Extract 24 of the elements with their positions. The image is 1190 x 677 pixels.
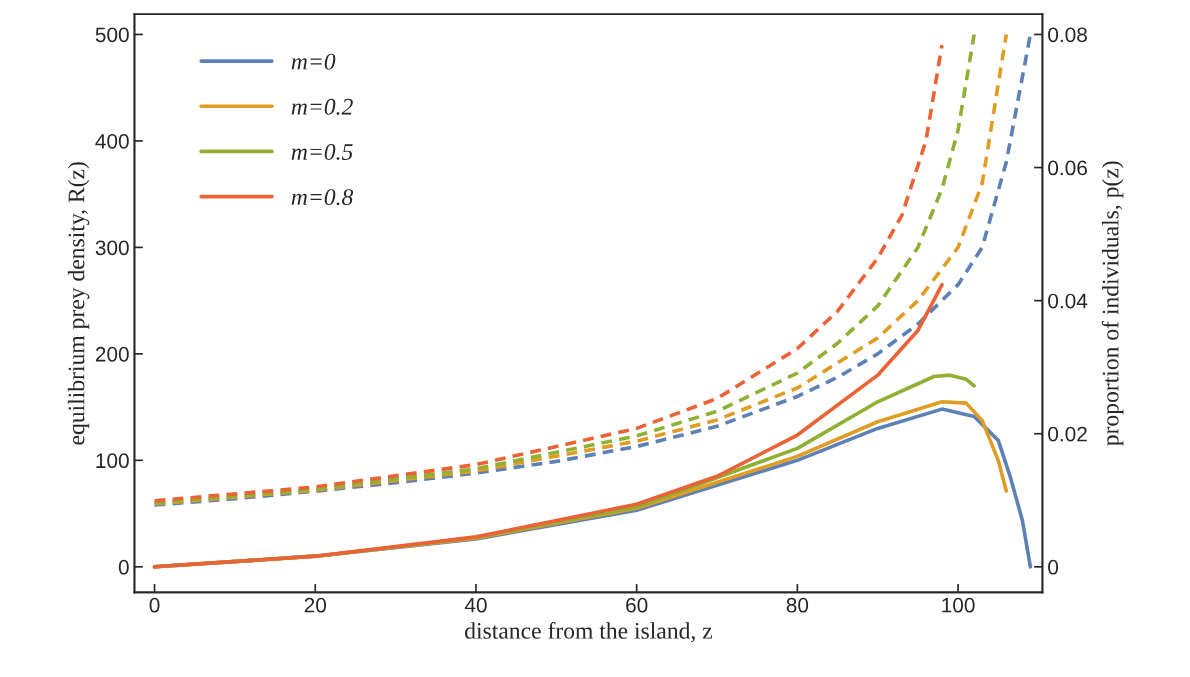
legend-label: m=0.5 [291, 143, 353, 161]
y2-tick-label: 0.08 [1048, 27, 1087, 43]
legend-label: m=0.2 [291, 98, 353, 115]
x-tick-label: 80 [786, 597, 809, 613]
y2-axis-title: proportion of individuals, p(z) [1101, 161, 1124, 446]
y-tick-label: 300 [95, 240, 129, 256]
x-tick-label: 60 [626, 597, 648, 613]
x-tick-label: 0 [149, 597, 160, 613]
x-tick-label: 40 [464, 597, 487, 613]
y2-tick-label: 0 [1048, 559, 1059, 575]
y2-tick-label: 0.02 [1048, 426, 1087, 442]
legend-label: m=0.8 [291, 189, 354, 206]
y-axis-title: equilibrium prey density, R(z) [67, 162, 90, 445]
y-tick-label: 400 [95, 133, 129, 149]
y-tick-label: 500 [95, 27, 129, 43]
y-tick-label: 200 [95, 346, 129, 362]
y-tick-label: 100 [96, 453, 129, 469]
x-tick-label: 20 [304, 597, 327, 613]
legend-label: m=0 [291, 53, 336, 70]
x-tick-label: 100 [942, 597, 975, 613]
y2-tick-label: 0.04 [1048, 293, 1088, 309]
y-tick-label: 0 [118, 559, 129, 575]
x-axis-title: distance from the island, z [465, 621, 713, 643]
y2-tick-label: 0.06 [1048, 160, 1087, 176]
